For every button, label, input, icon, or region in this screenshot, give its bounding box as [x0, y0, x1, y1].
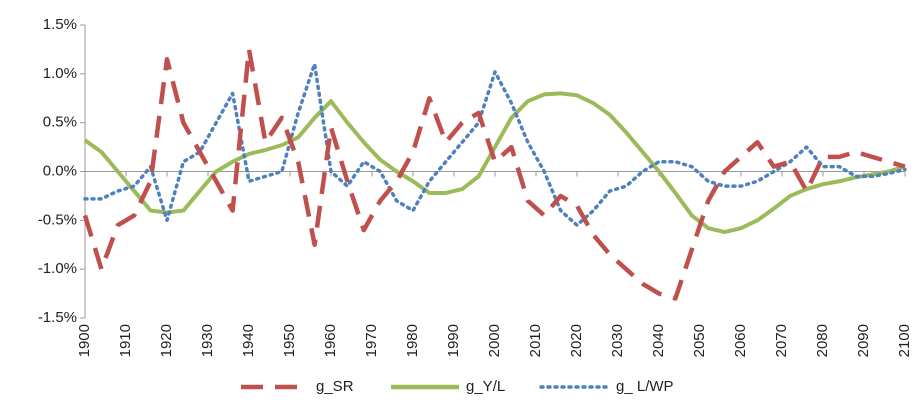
x-tick-label: 1950: [281, 324, 298, 357]
x-tick-label: 2070: [773, 324, 790, 357]
x-tick-label: 1970: [363, 324, 380, 357]
y-tick-label: 1.0%: [43, 65, 77, 82]
x-tick-label: 1900: [76, 324, 93, 357]
x-tick-label: 1940: [240, 324, 257, 357]
y-tick-label: 1.5%: [43, 16, 77, 33]
x-tick-label: 2030: [609, 324, 626, 357]
x-tick-label: 1980: [404, 324, 421, 357]
x-tick-label: 2040: [650, 324, 667, 357]
x-tick-label: 2060: [732, 324, 749, 357]
x-tick-label: 2100: [896, 324, 912, 357]
x-tick-label: 2050: [691, 324, 708, 357]
y-tick-label: -1.0%: [38, 260, 77, 277]
x-tick-label: 1960: [322, 324, 339, 357]
x-tick-label: 2020: [568, 324, 585, 357]
x-tick-label: 1930: [199, 324, 216, 357]
x-tick-label: 2090: [855, 324, 872, 357]
legend-label: g_SR: [316, 378, 354, 395]
x-tick-label: 2080: [814, 324, 831, 357]
x-tick-label: 1920: [158, 324, 175, 357]
y-tick-label: -0.5%: [38, 211, 77, 228]
legend-label: g_ L/WP: [616, 378, 674, 395]
y-tick-label: -1.5%: [38, 309, 77, 326]
y-tick-label: 0.5%: [43, 114, 77, 131]
legend-label: g_Y/L: [466, 378, 505, 395]
x-tick-label: 1990: [445, 324, 462, 357]
x-tick-label: 2000: [486, 324, 503, 357]
x-tick-label: 1910: [117, 324, 134, 357]
series-line: [83, 62, 907, 227]
series-line: [83, 91, 906, 235]
series-line: [82, 47, 906, 301]
y-tick-label: 0.0%: [43, 162, 77, 179]
x-tick-label: 2010: [527, 324, 544, 357]
